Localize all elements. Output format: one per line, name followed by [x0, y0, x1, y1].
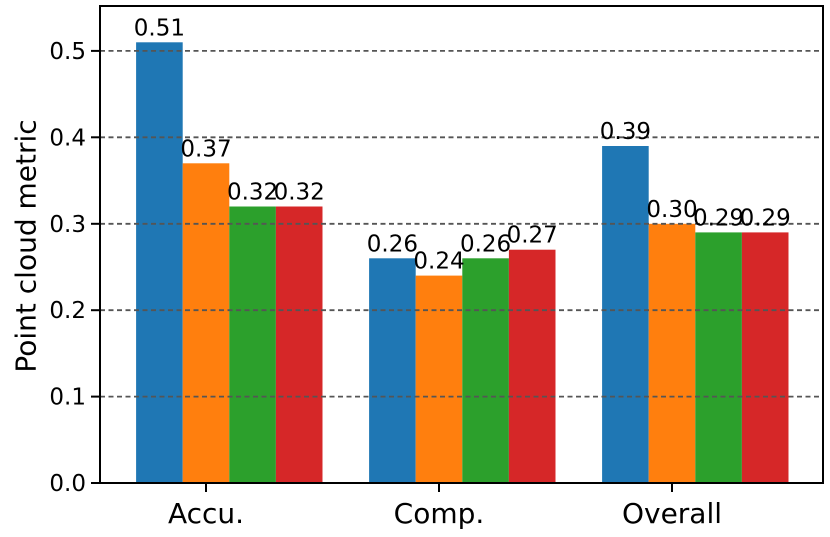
bar-value-label: 0.26 [460, 231, 511, 257]
x-tick-label: Accu. [168, 497, 244, 530]
bar-comp-series-red [508, 249, 556, 483]
bar-value-label: 0.26 [367, 231, 418, 257]
y-tick-label: 0.1 [49, 385, 86, 411]
bar-value-label: 0.37 [180, 136, 231, 162]
bar-value-label: 0.30 [646, 197, 697, 223]
x-tick-label: Comp. [394, 497, 485, 530]
bar-overall-series-orange [648, 223, 696, 484]
y-tick-label: 0.2 [49, 298, 86, 324]
y-tick-label: 0.5 [49, 39, 86, 65]
y-tick-label: 0.4 [49, 125, 86, 151]
bar-accu-series-orange [182, 163, 230, 484]
bar-value-label: 0.29 [693, 205, 744, 231]
bar-value-label: 0.32 [227, 180, 278, 206]
y-axis-label: Point cloud metric [9, 119, 43, 373]
bar-value-label: 0.51 [134, 15, 185, 41]
bar-value-label: 0.27 [507, 223, 558, 249]
bar-overall-series-red [741, 232, 789, 483]
bar-overall-series-green [695, 232, 742, 483]
bar-value-label: 0.39 [600, 119, 651, 145]
bar-comp-series-green [462, 258, 509, 483]
bar-value-label: 0.29 [740, 205, 791, 231]
bar-comp-series-blue [369, 258, 416, 483]
x-tick-label: Overall [622, 497, 722, 530]
bar-accu-series-red [275, 206, 323, 483]
bar-comp-series-orange [415, 275, 463, 483]
axes-frame [99, 5, 824, 484]
bar-value-label: 0.32 [274, 180, 325, 206]
bar-overall-series-blue [602, 146, 649, 483]
bar-accu-series-green [229, 206, 276, 483]
bar-accu-series-blue [136, 42, 183, 484]
y-tick-label: 0.3 [49, 212, 86, 238]
bar-value-label: 0.24 [413, 249, 464, 275]
y-tick-label: 0.0 [49, 471, 86, 497]
